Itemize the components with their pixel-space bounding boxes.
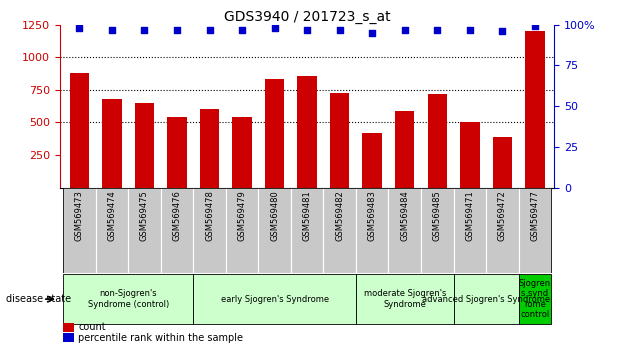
Bar — [291, 188, 323, 273]
Text: percentile rank within the sample: percentile rank within the sample — [78, 333, 243, 343]
Point — [302, 27, 312, 33]
Bar — [135, 103, 154, 188]
Bar — [454, 274, 518, 324]
Bar — [69, 73, 89, 188]
Bar — [63, 188, 96, 273]
Text: Sjogren
s synd
rome
control: Sjogren s synd rome control — [519, 279, 551, 319]
Point — [237, 27, 247, 33]
Text: GSM569473: GSM569473 — [75, 190, 84, 241]
Bar — [395, 111, 415, 188]
Text: GSM569475: GSM569475 — [140, 190, 149, 241]
Text: disease state: disease state — [6, 294, 71, 304]
Text: GSM569478: GSM569478 — [205, 190, 214, 241]
Bar — [330, 92, 350, 188]
Bar — [265, 80, 284, 188]
Bar — [193, 188, 226, 273]
Bar — [226, 188, 258, 273]
Bar — [167, 117, 186, 188]
Text: GSM569484: GSM569484 — [400, 190, 410, 241]
Point — [270, 25, 280, 31]
Bar — [518, 274, 551, 324]
Bar — [525, 31, 545, 188]
Bar — [102, 99, 122, 188]
Text: GSM569472: GSM569472 — [498, 190, 507, 241]
Text: moderate Sjogren's
Syndrome: moderate Sjogren's Syndrome — [364, 290, 446, 309]
Point — [530, 24, 540, 29]
Bar — [421, 188, 454, 273]
Point — [74, 25, 84, 31]
Text: count: count — [78, 322, 106, 332]
Bar — [193, 274, 356, 324]
Bar — [486, 188, 518, 273]
Text: GSM569474: GSM569474 — [107, 190, 117, 241]
Bar — [428, 94, 447, 188]
Point — [172, 27, 182, 33]
Title: GDS3940 / 201723_s_at: GDS3940 / 201723_s_at — [224, 10, 391, 24]
Bar — [362, 133, 382, 188]
Bar — [128, 188, 161, 273]
Text: non-Sjogren's
Syndrome (control): non-Sjogren's Syndrome (control) — [88, 290, 169, 309]
Point — [399, 27, 410, 33]
Bar — [493, 137, 512, 188]
Bar — [200, 109, 219, 188]
Point — [465, 27, 475, 33]
Bar — [454, 188, 486, 273]
Text: GSM569485: GSM569485 — [433, 190, 442, 241]
Bar — [161, 188, 193, 273]
Point — [107, 27, 117, 33]
Bar — [460, 122, 479, 188]
Text: GSM569479: GSM569479 — [238, 190, 246, 241]
Bar — [356, 188, 389, 273]
Point — [432, 27, 442, 33]
Bar — [389, 188, 421, 273]
Text: GSM569476: GSM569476 — [173, 190, 181, 241]
Text: GSM569477: GSM569477 — [530, 190, 539, 241]
Bar — [258, 188, 291, 273]
Bar — [297, 76, 317, 188]
Bar — [96, 188, 128, 273]
Text: GSM569481: GSM569481 — [302, 190, 312, 241]
Text: early Sjogren's Syndrome: early Sjogren's Syndrome — [220, 295, 329, 304]
Text: advanced Sjogren's Syndrome: advanced Sjogren's Syndrome — [422, 295, 550, 304]
Point — [335, 27, 345, 33]
Point — [367, 30, 377, 36]
Text: GSM569482: GSM569482 — [335, 190, 344, 241]
Text: GSM569480: GSM569480 — [270, 190, 279, 241]
Point — [139, 27, 149, 33]
Text: GSM569483: GSM569483 — [368, 190, 377, 241]
Point — [497, 28, 507, 34]
Bar — [356, 274, 454, 324]
Text: GSM569471: GSM569471 — [466, 190, 474, 241]
Bar — [63, 274, 193, 324]
Bar — [518, 188, 551, 273]
Bar — [323, 188, 356, 273]
Point — [205, 27, 215, 33]
Bar — [232, 117, 252, 188]
